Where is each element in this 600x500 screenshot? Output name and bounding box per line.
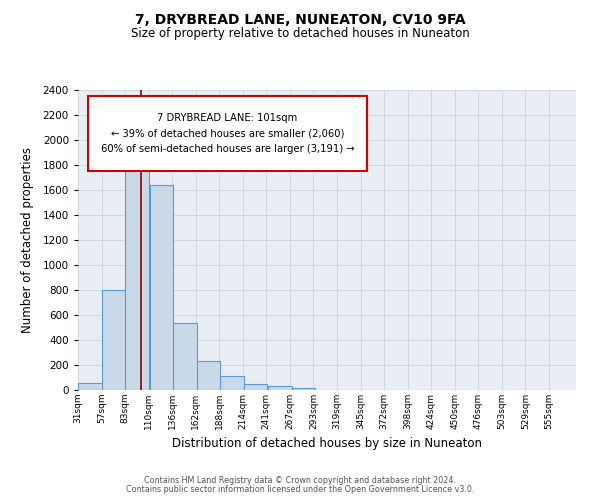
Bar — [244, 384, 267, 390]
Text: 7, DRYBREAD LANE, NUNEATON, CV10 9FA: 7, DRYBREAD LANE, NUNEATON, CV10 9FA — [134, 12, 466, 26]
Bar — [220, 376, 244, 390]
Bar — [268, 386, 292, 390]
Text: Size of property relative to detached houses in Nuneaton: Size of property relative to detached ho… — [131, 28, 469, 40]
Bar — [125, 156, 149, 390]
Bar — [173, 322, 197, 390]
Bar — [149, 185, 173, 390]
Bar — [292, 388, 315, 390]
Text: 7 DRYBREAD LANE: 101sqm
← 39% of detached houses are smaller (2,060)
60% of semi: 7 DRYBREAD LANE: 101sqm ← 39% of detache… — [101, 113, 354, 154]
Bar — [197, 360, 220, 390]
Bar — [101, 290, 125, 390]
Y-axis label: Number of detached properties: Number of detached properties — [22, 147, 34, 333]
Text: Contains HM Land Registry data © Crown copyright and database right 2024.: Contains HM Land Registry data © Crown c… — [144, 476, 456, 485]
X-axis label: Distribution of detached houses by size in Nuneaton: Distribution of detached houses by size … — [172, 438, 482, 450]
Text: Contains public sector information licensed under the Open Government Licence v3: Contains public sector information licen… — [126, 485, 474, 494]
FancyBboxPatch shape — [88, 96, 367, 171]
Bar — [78, 383, 101, 390]
